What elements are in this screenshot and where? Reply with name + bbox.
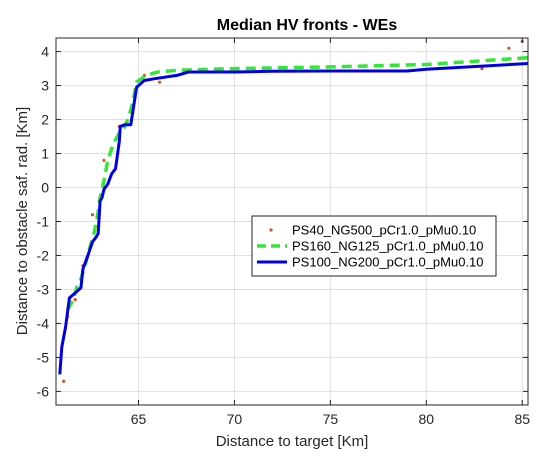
legend-entry-ps40: PS40_NG500_pCr1.0_pMu0.10 (269, 223, 476, 238)
legend-label-ps40: PS40_NG500_pCr1.0_pMu0.10 (292, 223, 476, 238)
tick-layer: 65 70 75 80 85 -6 -5 -4 -3 -2 -1 0 1 2 3 4 (37, 38, 530, 427)
data-point (90, 213, 95, 217)
series-3 (58, 62, 529, 375)
y-tick-label: -6 (37, 383, 50, 399)
data-point (102, 158, 106, 162)
data-point (480, 66, 484, 71)
x-tick-label: 75 (323, 411, 339, 427)
data-point (158, 80, 162, 84)
legend-label-ps160: PS160_NG125_pCr1.0_pMu0.10 (292, 239, 484, 254)
x-tick-label: 85 (514, 411, 530, 427)
y-tick-label: -5 (37, 349, 50, 365)
y-tick-label: 2 (41, 112, 49, 128)
chart-title: Median HV fronts - WEs (217, 17, 398, 34)
legend-marker-ps40 (269, 228, 273, 232)
y-tick-label: -4 (37, 315, 50, 331)
y-axis-label: Distance to obstacle saf. rad. [Km] (14, 107, 31, 335)
series-layer (58, 39, 529, 383)
y-tick-label: -1 (37, 214, 50, 230)
legend-box (251, 215, 497, 277)
y-tick-label: 1 (41, 146, 49, 162)
data-point (62, 379, 66, 383)
y-tick-label: 0 (41, 180, 49, 196)
y-tick-label: -2 (37, 247, 50, 263)
y-tick-label: -3 (37, 281, 50, 297)
legend: PS40_NG500_pCr1.0_pMu0.10 PS160_NG125_pC… (251, 215, 497, 277)
series-2 (65, 55, 529, 311)
x-tick-label: 80 (419, 411, 435, 427)
legend-entry-ps100: PS100_NG200_pCr1.0_pMu0.10 (257, 255, 484, 270)
series-line (58, 62, 529, 375)
series-line (65, 55, 529, 311)
legend-label-ps100: PS100_NG200_pCr1.0_pMu0.10 (292, 255, 484, 270)
data-point (507, 46, 511, 50)
y-tick-label: 4 (41, 44, 49, 60)
data-point (73, 298, 77, 302)
x-tick-label: 65 (131, 411, 147, 427)
legend-entry-ps160: PS160_NG125_pCr1.0_pMu0.10 (257, 239, 484, 254)
x-axis-label: Distance to target [Km] (216, 433, 369, 450)
y-tick-label: 3 (41, 78, 49, 94)
x-tick-label: 70 (227, 411, 243, 427)
